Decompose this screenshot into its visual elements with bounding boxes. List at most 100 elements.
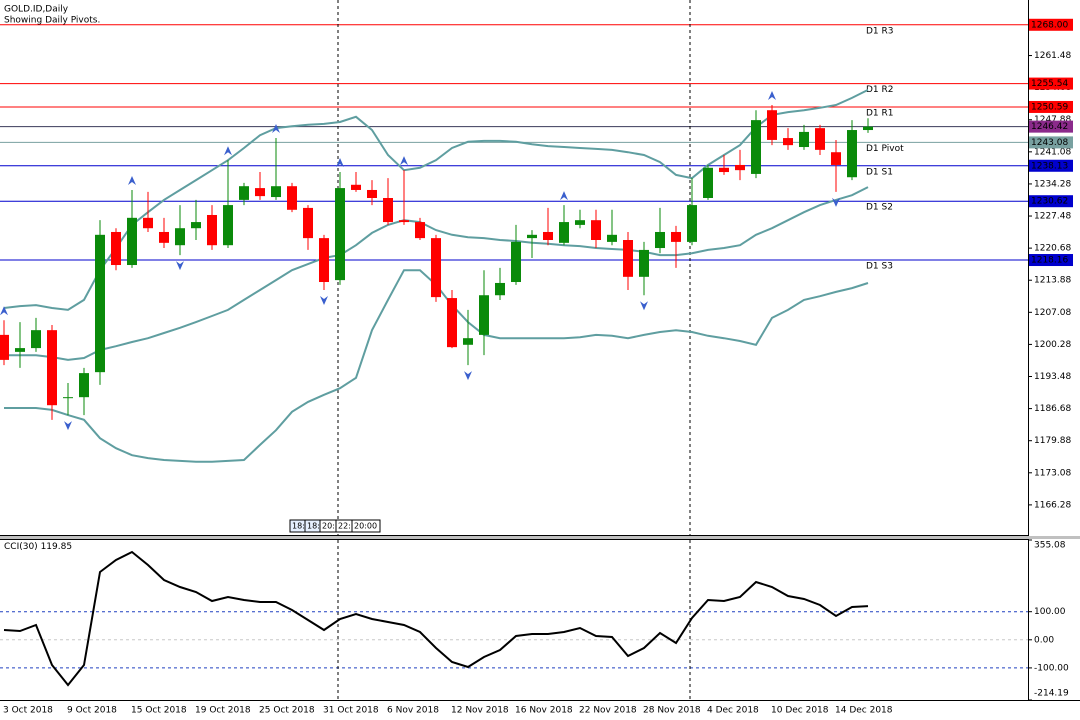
candle-body xyxy=(799,131,809,148)
y-tick-label: 1220.68 xyxy=(1034,244,1071,254)
candle-body xyxy=(287,186,297,210)
candle-body xyxy=(479,295,489,335)
y-tick-label: 1234.28 xyxy=(1034,179,1071,189)
candle-body xyxy=(863,126,873,131)
x-tick-label: 16 Nov 2018 xyxy=(515,706,573,716)
y-tick-label: 100.00 xyxy=(1034,607,1066,617)
pivot-price-label: 1243.08 xyxy=(1031,138,1068,148)
candle-body xyxy=(431,238,441,298)
pivot-price-label: 1230.62 xyxy=(1031,197,1068,207)
pivot-price-box xyxy=(1029,254,1073,267)
candle-body xyxy=(751,120,761,174)
band-middle xyxy=(4,186,869,361)
candle-body xyxy=(399,220,409,223)
fractal-up xyxy=(224,146,232,156)
pivot-name: D1 R2 xyxy=(866,85,894,95)
pivot-name: D1 Pivot xyxy=(866,144,904,154)
x-tick-label: 31 Oct 2018 xyxy=(323,706,379,716)
candle-body xyxy=(847,130,857,178)
y-tick-label: 1166.28 xyxy=(1034,500,1071,510)
pivot-name: D1 R3 xyxy=(866,26,894,36)
candle-body xyxy=(63,397,73,399)
time-tag: 20:00 xyxy=(354,522,377,531)
chart-title: GOLD.ID,Daily xyxy=(4,5,69,15)
y-tick-label: 1247.88 xyxy=(1034,115,1071,125)
pivot-price-label: 1250.59 xyxy=(1031,102,1068,112)
pivot-price-label: 1238.13 xyxy=(1031,161,1068,171)
bid-price-box xyxy=(1029,120,1073,133)
pivot-price-label: 1218.16 xyxy=(1031,256,1068,266)
fractal-up xyxy=(272,124,280,134)
candle-body xyxy=(111,231,121,266)
candle-body xyxy=(223,205,233,246)
candle-body xyxy=(175,228,185,246)
candle-body xyxy=(15,348,25,352)
fractal-up xyxy=(768,91,776,101)
candle-body xyxy=(575,220,585,225)
x-tick-label: 4 Dec 2018 xyxy=(707,706,759,716)
x-tick-label: 10 Dec 2018 xyxy=(771,706,829,716)
y-tick-label: -214.19 xyxy=(1034,689,1069,699)
candle-body xyxy=(415,222,425,239)
fractal-up xyxy=(0,306,8,316)
candle-body xyxy=(719,167,729,173)
y-tick-label: 1261.48 xyxy=(1034,51,1071,61)
candle-body xyxy=(383,197,393,223)
candle-body xyxy=(463,338,473,345)
candle-body xyxy=(623,240,633,277)
x-tick-label: 19 Oct 2018 xyxy=(195,706,251,716)
bid-price-label: 1246.42 xyxy=(1031,122,1068,132)
chart-subtitle: Showing Daily Pivots. xyxy=(4,16,100,26)
candle-body xyxy=(0,334,9,360)
candle-body xyxy=(143,217,153,229)
fractal-up xyxy=(560,191,568,201)
candle-body xyxy=(351,184,361,190)
pivot-price-box xyxy=(1029,136,1073,149)
pivot-name: D1 S2 xyxy=(866,203,893,213)
candle-body xyxy=(79,373,89,398)
x-tick-label: 12 Nov 2018 xyxy=(451,706,509,716)
cci-line xyxy=(3,550,869,687)
candle-body xyxy=(559,222,569,243)
y-tick-label: 1186.68 xyxy=(1034,404,1071,414)
back-layer: D1 R3 D1 R2 D1 R1 D1 Pivot D1 S1 D1 S2 D1 S3 xyxy=(0,24,1028,669)
fractal-down xyxy=(464,371,472,381)
candle-body xyxy=(447,298,457,348)
candle-body xyxy=(47,330,57,406)
y-tick-label: 1227.48 xyxy=(1034,212,1071,222)
fractal-down xyxy=(64,421,72,431)
candle-body xyxy=(159,231,169,243)
time-tag: 22: xyxy=(338,522,351,531)
x-tick-label: 6 Nov 2018 xyxy=(387,706,439,716)
candle-body xyxy=(95,234,105,373)
y-tick-label: 1200.28 xyxy=(1034,340,1071,350)
candle-body xyxy=(687,205,697,242)
fractal-down xyxy=(832,197,840,207)
y-tick-label: 1173.08 xyxy=(1034,468,1071,478)
y-tick-label: 1241.08 xyxy=(1034,147,1071,157)
y-tick-label: 1207.08 xyxy=(1034,308,1071,318)
candle-body xyxy=(527,234,537,239)
indicator-name: CCI(30) xyxy=(4,542,38,552)
y-tick-label: 0.00 xyxy=(1034,635,1054,645)
candle-body xyxy=(303,207,313,239)
candle-body xyxy=(655,231,665,249)
pivot-price-box xyxy=(1029,100,1073,113)
pivot-price-label: 1268.00 xyxy=(1031,20,1068,30)
indicator-title: CCI(30) 119.85 xyxy=(4,542,72,552)
candle-body xyxy=(495,282,505,296)
x-tick-label: 22 Nov 2018 xyxy=(579,706,637,716)
fractal-down xyxy=(640,301,648,311)
candle-body xyxy=(607,234,617,242)
candle-body xyxy=(783,138,793,146)
time-tag: 20: xyxy=(322,522,335,531)
candle-body xyxy=(511,241,521,283)
time-tag-box xyxy=(351,519,381,533)
y-tick-label: -100.00 xyxy=(1034,663,1069,673)
candle-body xyxy=(543,231,553,241)
y-tick-label: 1193.48 xyxy=(1034,372,1071,382)
candle-body xyxy=(831,152,841,165)
candle-body xyxy=(735,164,745,171)
